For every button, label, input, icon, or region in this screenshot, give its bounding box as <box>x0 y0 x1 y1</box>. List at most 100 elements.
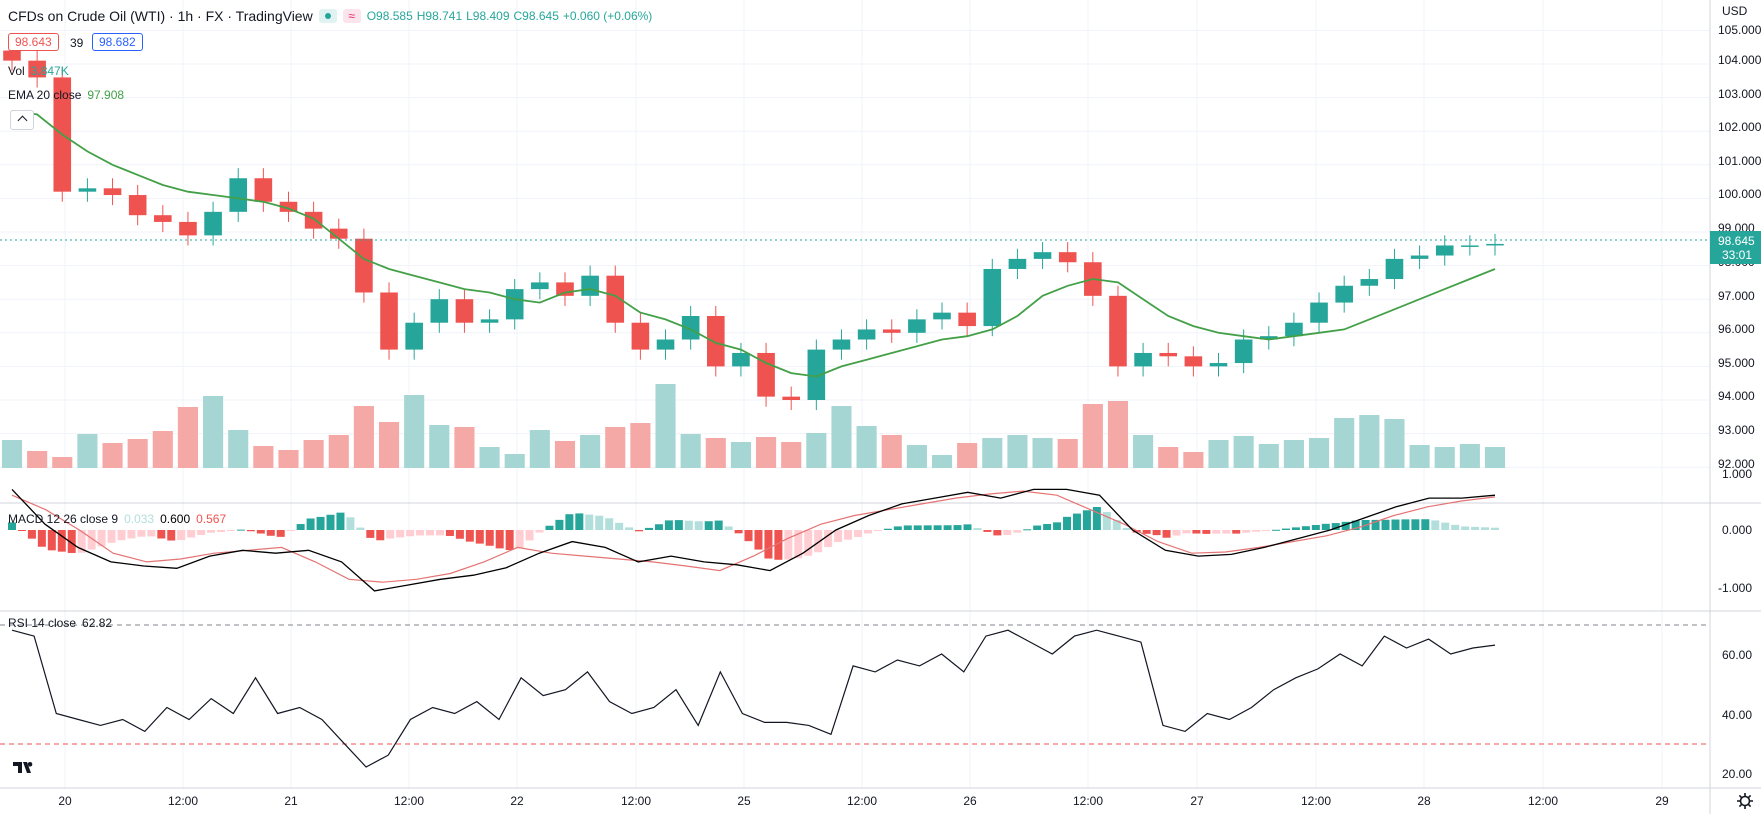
time-label: 12:00 <box>1073 794 1103 808</box>
volume-bar <box>303 440 324 468</box>
price-tick: 103.000 <box>1718 87 1761 101</box>
rsi-tick: 60.00 <box>1722 648 1752 662</box>
macd-hist-bar <box>117 530 126 541</box>
volume-bar <box>1283 440 1304 468</box>
time-label: 20 <box>58 794 72 808</box>
collapse-legend-button[interactable] <box>10 110 34 130</box>
candle-body <box>983 268 1002 327</box>
macd-legend[interactable]: MACD 12 26 close 9 0.033 0.600 0.567 <box>8 512 232 526</box>
volume-bar <box>152 431 173 468</box>
volume-bar <box>479 447 500 468</box>
macd-hist-bar <box>1152 530 1161 536</box>
macd-hist-bar <box>1451 524 1460 530</box>
macd-hist-bar <box>455 530 464 539</box>
macd-hist-bar <box>794 530 803 559</box>
gear-icon[interactable] <box>1737 793 1753 809</box>
price-tick: 97.000 <box>1718 289 1755 303</box>
currency-label[interactable]: USD <box>1722 4 1748 18</box>
price-tick: 96.000 <box>1718 322 1755 336</box>
candle-body <box>1435 245 1454 256</box>
price-tick: 101.000 <box>1718 154 1761 168</box>
volume-bar <box>253 446 274 468</box>
macd-hist-bar <box>1082 510 1091 530</box>
volume-bar <box>203 396 224 468</box>
candle-body <box>882 329 901 333</box>
macd-hist-bar <box>1142 530 1151 534</box>
ask-price[interactable]: 98.682 <box>92 33 143 51</box>
macd-hist-bar <box>515 530 524 549</box>
macd-hist-bar <box>1471 526 1480 530</box>
volume-bar <box>655 384 676 468</box>
last-price-marker <box>1710 231 1761 264</box>
candle-body <box>1310 302 1328 323</box>
macd-hist-bar <box>1291 527 1300 530</box>
macd-hist-bar <box>1421 519 1430 530</box>
time-label: 21 <box>284 794 298 808</box>
time-label: 12:00 <box>621 794 651 808</box>
volume-bar <box>756 437 777 468</box>
volume-bar <box>580 435 601 468</box>
ema-legend[interactable]: EMA 20 close 97.908 <box>8 88 130 102</box>
candle-body <box>179 221 197 236</box>
symbol-legend[interactable]: CFDs on Crude Oil (WTI) · 1h · FX · Trad… <box>8 8 658 24</box>
bid-price[interactable]: 98.643 <box>8 33 59 51</box>
volume-legend[interactable]: Vol 3.847K <box>8 64 75 78</box>
rsi-legend[interactable]: RSI 14 close 62.82 <box>8 616 118 630</box>
macd-hist-bar <box>17 530 26 531</box>
candle-body <box>1360 279 1379 286</box>
macd-hist-bar <box>1252 530 1261 532</box>
tradingview-logo-icon[interactable] <box>10 756 38 778</box>
macd-hist-bar <box>973 528 982 530</box>
ema-value: 97.908 <box>87 88 125 102</box>
macd-hist-bar <box>1321 523 1330 530</box>
macd-hist-bar <box>1262 530 1271 531</box>
macd-hist-bar <box>1331 523 1340 530</box>
candle-body <box>430 299 449 323</box>
macd-hist-bar <box>734 530 743 534</box>
macd-hist-bar <box>824 530 833 548</box>
volume-bar <box>831 406 852 468</box>
volume-bar <box>278 450 299 468</box>
volume-bar <box>529 430 550 468</box>
volume-bar <box>228 430 249 468</box>
macd-hist-bar <box>535 530 544 533</box>
time-label: 12:00 <box>1528 794 1558 808</box>
macd-line <box>11 488 1496 592</box>
time-label: 12:00 <box>168 794 198 808</box>
candle-body <box>732 352 750 367</box>
candle-body <box>505 289 524 320</box>
volume-bar <box>1007 435 1028 468</box>
macd-hist-bar <box>1401 519 1410 530</box>
macd-hist-bar <box>873 530 882 532</box>
macd-hist-bar <box>784 530 793 560</box>
volume-value: 3.847K <box>30 64 69 78</box>
macd-hist-bar <box>495 530 504 549</box>
macd-hist-bar <box>744 530 753 542</box>
macd-hist-bar <box>625 527 634 530</box>
price-tick: 100.000 <box>1718 187 1761 201</box>
symbol-title[interactable]: CFDs on Crude Oil (WTI) · 1h · FX · Trad… <box>8 8 313 24</box>
candle-body <box>380 292 398 350</box>
time-label: 12:00 <box>394 794 424 808</box>
candle-body <box>480 319 499 323</box>
candle-body <box>355 238 373 293</box>
candle-body <box>556 282 574 296</box>
macd-hist-bar <box>356 527 365 530</box>
macd-hist-bar <box>47 530 56 551</box>
macd-hist-bar <box>226 530 235 531</box>
time-axis[interactable]: 20 12:00 21 12:00 22 12:00 25 12:00 26 1… <box>58 794 1669 808</box>
candle-body <box>329 228 348 239</box>
candle-body <box>1385 258 1404 280</box>
macd-hist-bar <box>883 528 892 530</box>
macd-tick: -1.000 <box>1718 581 1752 595</box>
ohlc-low: L98.409 <box>466 9 510 23</box>
macd-hist-bar <box>1072 513 1081 530</box>
candle-countdown: 33:01 <box>1722 248 1752 262</box>
candle-body <box>128 195 147 216</box>
chevron-up-icon <box>17 115 27 126</box>
volume-bar <box>454 427 475 468</box>
market-status-dot <box>318 9 337 23</box>
volume-bar <box>1459 444 1480 468</box>
candle-body <box>455 299 474 323</box>
